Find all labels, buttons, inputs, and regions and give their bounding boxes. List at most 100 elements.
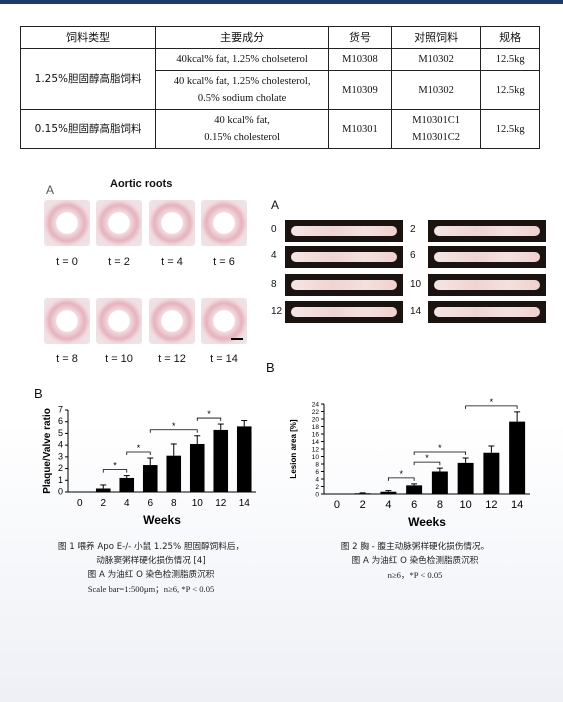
ingredient-line: 40 kcal% fat, 1.25% cholesterol,: [173, 76, 311, 87]
aorta-photo: [285, 301, 403, 323]
x-tick-label: 10: [460, 499, 472, 511]
control-cell: M10302: [390, 48, 482, 71]
caption-line: 动脉窦粥样硬化损伤情况 [4]: [96, 556, 206, 566]
aortic-root-photo: [44, 298, 90, 344]
ingredient-line: 0.15% cholesterol: [204, 132, 280, 143]
bar: [189, 443, 205, 492]
bar: [166, 455, 182, 492]
ingredient-cell: 40 kcal% fat, 1.25% cholesterol, 0.5% sod…: [155, 70, 330, 110]
significance-star: *: [137, 443, 141, 453]
ingredient-line: 40kcal% fat, 1.25% cholseterol: [176, 54, 308, 65]
x-tick-label: 12: [485, 499, 497, 511]
control-cell: M10302: [390, 70, 482, 110]
spec-cell: 12.5kg: [480, 48, 540, 71]
y-tick-label: 18: [312, 424, 320, 431]
y-tick-label: 4: [315, 477, 319, 484]
aorta-photo: [428, 301, 546, 323]
aortic-root-photo: [149, 298, 195, 344]
y-tick-label: 16: [312, 432, 320, 439]
timepoint-label: t = 12: [158, 353, 186, 365]
caption-line: 图 2 胸 - 腹主动脉粥样硬化损伤情况。: [340, 542, 490, 552]
aorta-photo: [428, 274, 546, 296]
bar: [406, 485, 423, 494]
bar: [380, 491, 397, 494]
aorta-photo: [285, 220, 403, 242]
y-tick-label: 2: [315, 484, 319, 491]
x-tick-label: 0: [77, 498, 83, 509]
x-tick-label: 0: [334, 499, 340, 511]
y-tick-label: 14: [312, 439, 320, 446]
significance-bracket: [413, 461, 441, 466]
feed-type-cell: 1.25%胆固醇高脂饲料: [19, 48, 157, 110]
code-cell: M10309: [328, 70, 392, 110]
significance-bracket: [387, 477, 415, 481]
x-tick-label: 8: [171, 498, 177, 509]
bar: [354, 493, 371, 494]
significance-star: *: [399, 469, 403, 479]
caption-line: 图 A 为油红 O 染色检测脂质沉积: [87, 570, 215, 580]
spec-cell: 12.5kg: [480, 109, 540, 149]
timepoint-label: t = 14: [210, 353, 238, 365]
significance-bracket: [102, 469, 128, 473]
fig2-panel-a-letter: A: [271, 198, 280, 212]
significance-star: *: [438, 443, 442, 453]
table-row: 1.25%胆固醇高脂饲料 40kcal% fat, 1.25% cholsete…: [19, 48, 540, 110]
y-tick-label: 2: [58, 463, 63, 473]
aortic-root-photo: [201, 200, 247, 246]
aortic-root-photo: [96, 200, 142, 246]
aorta-time-label: 2: [410, 224, 416, 235]
aorta-time-label: 10: [410, 279, 422, 290]
code-cell: M10301: [328, 109, 392, 149]
bar: [457, 462, 474, 494]
table-row: 0.15%胆固醇高脂饲料 40 kcal% fat, 0.15% choleste…: [19, 109, 540, 149]
aorta-time-label: 8: [271, 279, 277, 290]
x-tick-label: 4: [124, 498, 130, 509]
control-cell: M10301C1 M10301C2: [390, 109, 482, 149]
timepoint-label: t = 8: [56, 353, 78, 365]
y-axis-title: Plaque/Valve ratio: [42, 408, 53, 494]
aorta-time-label: 12: [271, 306, 283, 317]
x-tick-label: 8: [437, 499, 443, 511]
x-tick-label: 6: [147, 498, 153, 509]
aorta-photo: [428, 220, 546, 242]
y-tick-label: 20: [312, 417, 320, 424]
table-header-row: 饲料类型 主要成分 货号 对照饲料 规格: [19, 26, 540, 49]
significance-bracket: [196, 417, 222, 422]
timepoint-label: t = 2: [108, 256, 130, 268]
x-tick-label: 14: [239, 498, 251, 509]
aorta-photo: [285, 246, 403, 268]
y-tick-label: 10: [312, 454, 320, 461]
table-row: 40 kcal% fat, 1.25% cholesterol, 0.5% sod…: [21, 70, 540, 110]
significance-bracket: [413, 451, 467, 455]
y-tick-label: 24: [312, 402, 320, 409]
timepoint-label: t = 0: [56, 256, 78, 268]
ingredient-cell: 40 kcal% fat, 0.15% cholesterol: [155, 109, 330, 149]
aortic-root-photo: [201, 298, 247, 344]
bar: [483, 452, 500, 494]
y-tick-label: 3: [58, 451, 63, 461]
caption-line: 图 A 为油红 O 染色检测脂质沉积: [351, 556, 479, 566]
aortic-root-photo: [44, 200, 90, 246]
bar: [236, 426, 252, 492]
fig1-caption: 图 1 喂养 Apo E-/- 小鼠 1.25% 胆固醇饲料后， 动脉窦粥样硬化…: [38, 540, 264, 596]
caption-line: 图 1 喂养 Apo E-/- 小鼠 1.25% 胆固醇饲料后，: [57, 542, 245, 552]
x-tick-label: 14: [511, 499, 523, 511]
control-line: M10301C1: [412, 115, 461, 126]
y-tick-label: 12: [312, 447, 320, 454]
significance-bracket: [465, 405, 518, 409]
aortic-root-photo: [149, 200, 195, 246]
caption-line: n≥6，*P < 0.05: [387, 570, 443, 580]
x-tick-label: 10: [192, 498, 204, 509]
y-tick-label: 0: [58, 487, 63, 497]
significance-star: *: [490, 397, 494, 407]
fig2-caption: 图 2 胸 - 腹主动脉粥样硬化损伤情况。 图 A 为油红 O 染色检测脂质沉积…: [296, 540, 534, 582]
significance-bracket: [126, 451, 151, 456]
significance-star: *: [113, 461, 117, 471]
significance-star: *: [207, 409, 211, 419]
col-header-code: 货号: [328, 26, 392, 49]
y-tick-label: 6: [315, 469, 319, 476]
scale-bar: [231, 338, 243, 340]
y-tick-label: 6: [58, 416, 63, 426]
significance-bracket: [149, 429, 198, 433]
